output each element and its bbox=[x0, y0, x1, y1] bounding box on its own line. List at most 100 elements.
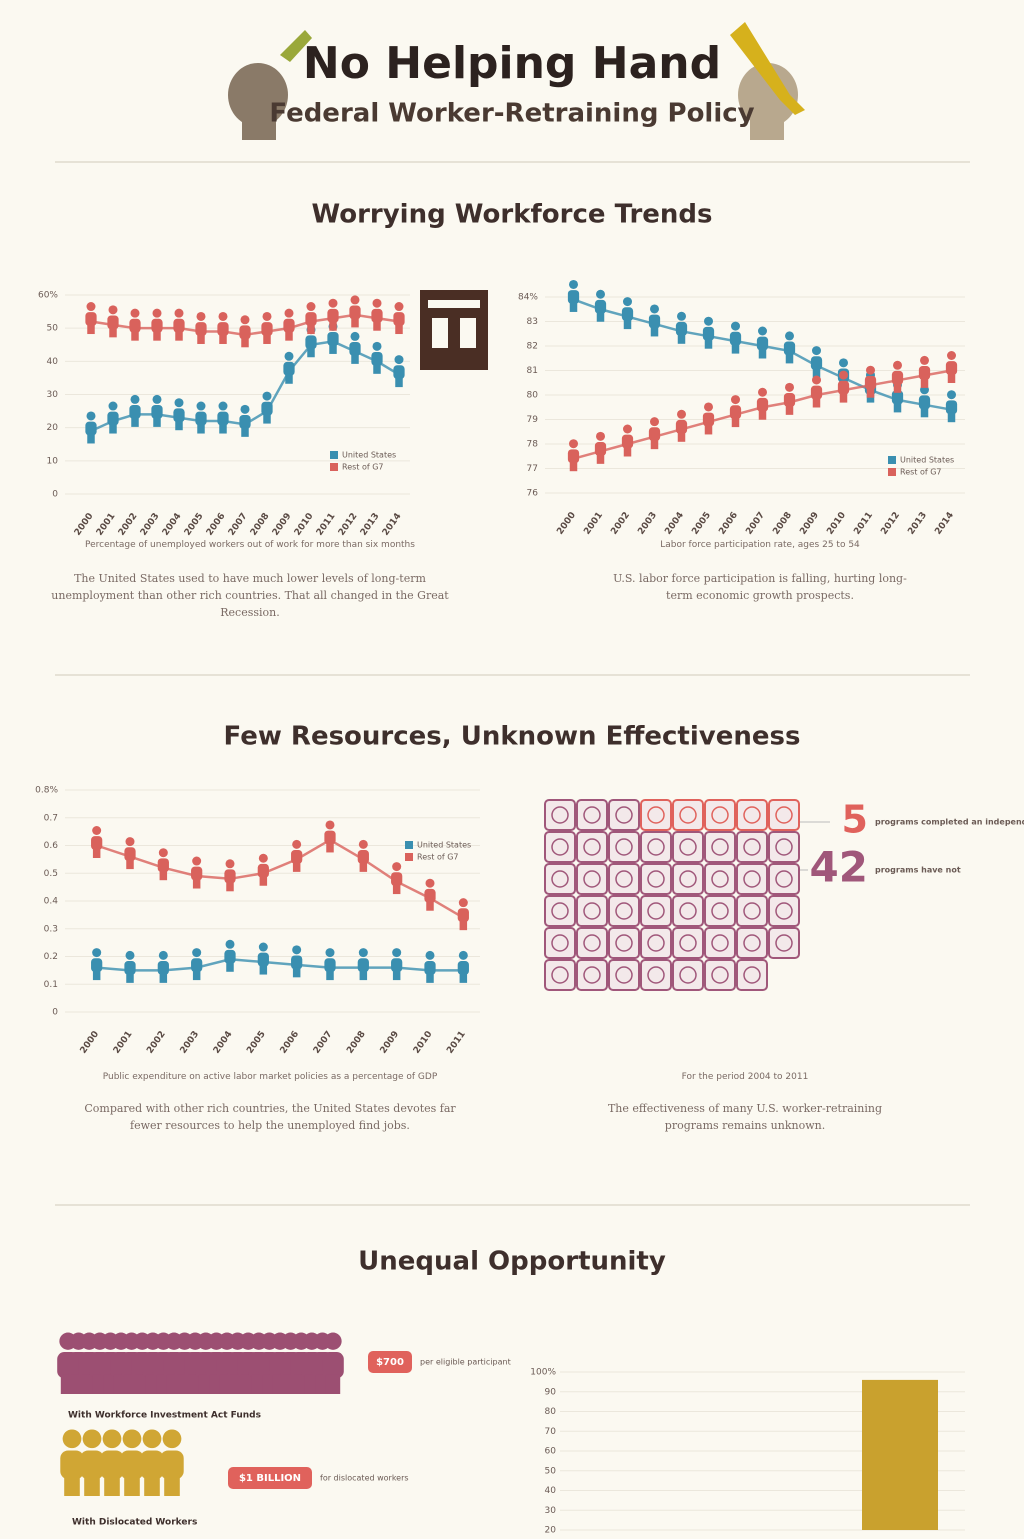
legs bbox=[64, 1475, 80, 1496]
legs bbox=[159, 870, 168, 881]
cell bbox=[640, 895, 672, 927]
body bbox=[457, 961, 469, 975]
waffle-cell bbox=[544, 927, 576, 959]
person-marker bbox=[675, 311, 688, 344]
head bbox=[86, 411, 96, 421]
person-marker bbox=[85, 411, 97, 444]
legend-label: United States bbox=[417, 841, 471, 850]
body bbox=[239, 414, 251, 429]
body bbox=[675, 321, 688, 336]
body bbox=[224, 869, 236, 884]
y-tick-label: 20 bbox=[47, 423, 59, 433]
chart-note: Compared with other rich countries, the … bbox=[84, 1102, 456, 1132]
fist-right bbox=[730, 22, 805, 140]
person-marker bbox=[594, 431, 607, 464]
fist-left bbox=[228, 30, 312, 140]
waffle-cell bbox=[576, 959, 608, 991]
cell bbox=[608, 831, 640, 863]
legs bbox=[359, 970, 368, 981]
waffle-cell bbox=[704, 831, 736, 863]
head bbox=[677, 409, 686, 419]
legs bbox=[109, 327, 117, 338]
cell-icon bbox=[711, 934, 729, 952]
x-tick-label: 2011 bbox=[852, 510, 875, 536]
person-marker bbox=[305, 302, 317, 335]
legs bbox=[893, 382, 902, 393]
waffle-cell bbox=[640, 959, 672, 991]
cell-icon bbox=[583, 870, 601, 888]
person-marker bbox=[124, 950, 136, 983]
cell bbox=[576, 895, 608, 927]
line bbox=[96, 958, 464, 972]
legs bbox=[351, 353, 359, 364]
head bbox=[240, 315, 250, 325]
legs bbox=[153, 330, 161, 341]
body bbox=[424, 888, 436, 903]
head bbox=[240, 404, 250, 414]
legs bbox=[259, 875, 268, 886]
y-tick-label: 80 bbox=[545, 1407, 557, 1417]
cell bbox=[576, 863, 608, 895]
cell-icon bbox=[583, 838, 601, 856]
body bbox=[349, 342, 361, 356]
cell bbox=[704, 831, 736, 863]
y-tick-label: 0.7 bbox=[44, 813, 58, 823]
head bbox=[785, 331, 794, 341]
cell-icon bbox=[743, 806, 761, 824]
legs bbox=[623, 446, 632, 457]
y-tick-label: 82 bbox=[527, 342, 538, 352]
legend-label: United States bbox=[342, 451, 396, 460]
legs bbox=[373, 320, 381, 331]
waffle-cell bbox=[736, 799, 768, 831]
person-marker bbox=[837, 370, 850, 403]
x-tick-label: 2001 bbox=[112, 1029, 135, 1055]
waffle-cell bbox=[704, 863, 736, 895]
cell bbox=[736, 895, 768, 927]
body bbox=[257, 952, 269, 967]
person-marker bbox=[195, 311, 207, 344]
body bbox=[783, 392, 796, 407]
legs bbox=[131, 416, 139, 427]
waffle-cell bbox=[576, 799, 608, 831]
person-marker bbox=[129, 308, 141, 341]
cell-icon bbox=[679, 870, 697, 888]
head bbox=[130, 308, 140, 318]
x-tick-label: 2010 bbox=[412, 1029, 435, 1055]
cell-icon bbox=[711, 870, 729, 888]
cell-icon bbox=[551, 838, 569, 856]
y-tick-label: 0.8% bbox=[35, 786, 58, 796]
cell-icon bbox=[743, 934, 761, 952]
x-tick-label: 2008 bbox=[249, 511, 272, 537]
head bbox=[62, 1429, 82, 1449]
person-marker bbox=[648, 417, 661, 450]
legs bbox=[920, 377, 929, 388]
body bbox=[85, 421, 97, 436]
legs bbox=[292, 967, 301, 978]
legs bbox=[87, 324, 95, 335]
person-marker bbox=[283, 308, 295, 341]
body bbox=[457, 908, 469, 923]
head bbox=[812, 375, 821, 385]
x-tick-label: 2000 bbox=[555, 510, 578, 536]
cell bbox=[672, 927, 704, 959]
cell-icon bbox=[583, 806, 601, 824]
head bbox=[677, 311, 686, 321]
cell bbox=[704, 959, 736, 991]
waffle-cell bbox=[576, 863, 608, 895]
legs bbox=[92, 848, 101, 858]
legs bbox=[159, 972, 168, 983]
y-tick-label: 77 bbox=[527, 464, 538, 474]
cell-icon bbox=[679, 934, 697, 952]
cell bbox=[736, 959, 768, 991]
person-marker bbox=[324, 820, 336, 853]
head bbox=[325, 948, 335, 958]
cell bbox=[768, 799, 800, 831]
x-tick-label: 2000 bbox=[79, 1029, 102, 1055]
legs bbox=[650, 326, 659, 337]
y-tick-label: 79 bbox=[527, 415, 539, 425]
body bbox=[393, 312, 405, 326]
head bbox=[174, 308, 184, 318]
head bbox=[394, 302, 404, 312]
head bbox=[812, 346, 821, 356]
legs bbox=[197, 423, 205, 434]
